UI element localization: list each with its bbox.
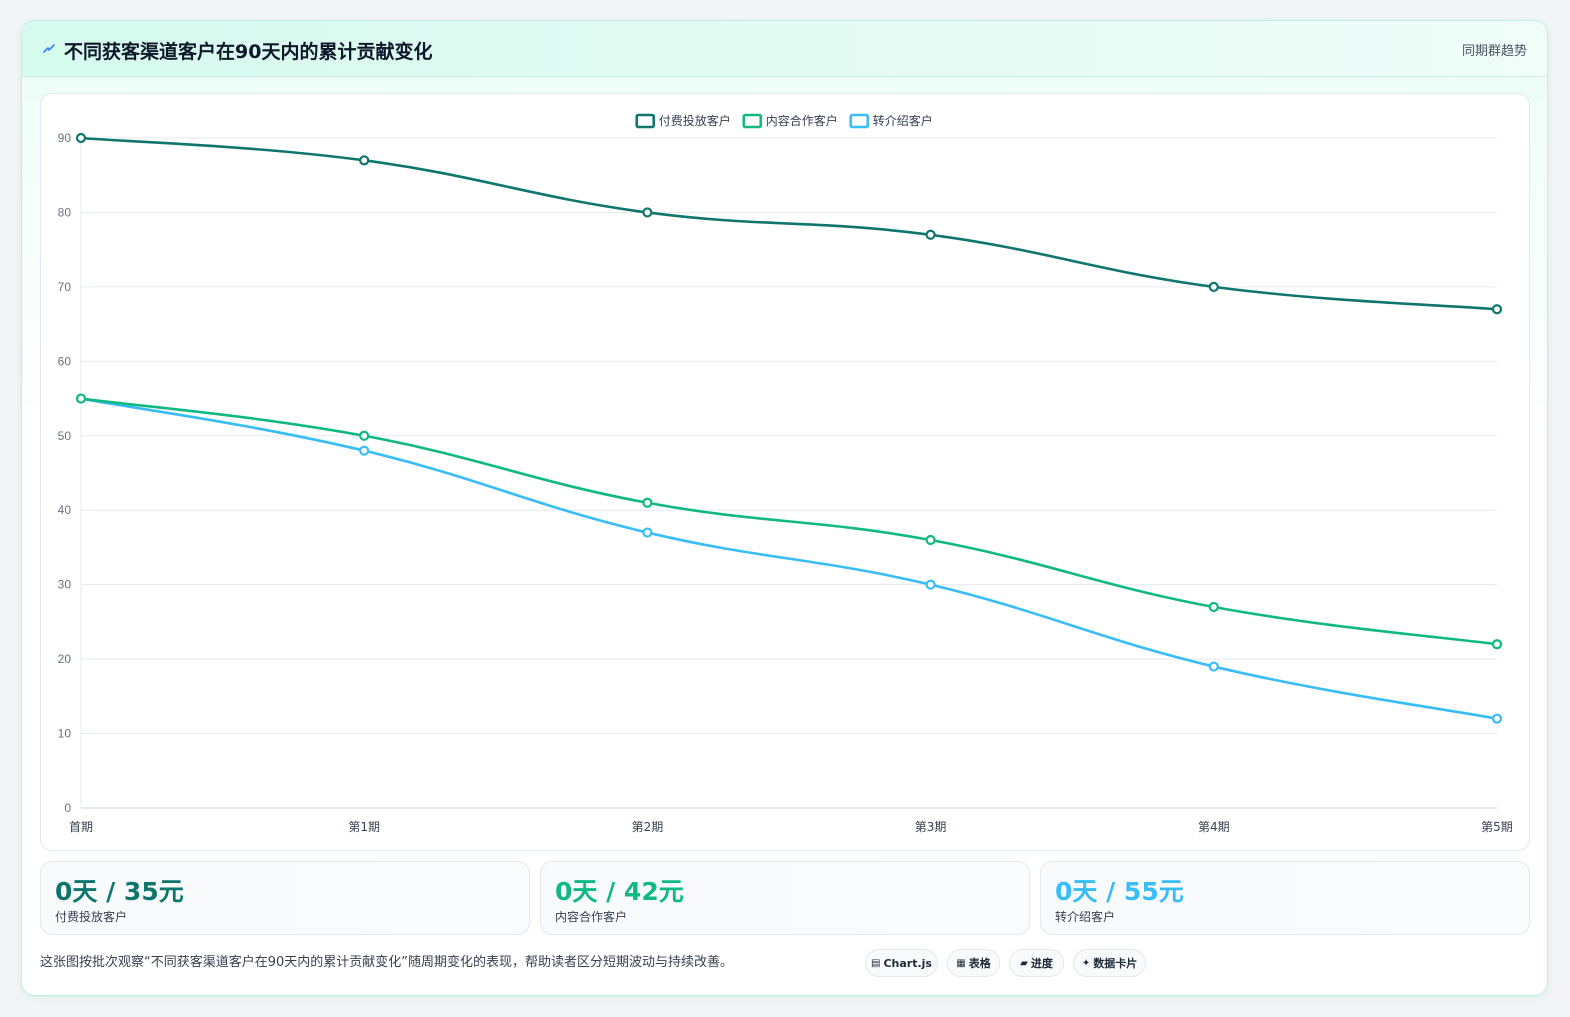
legend-label: 付费投放客户 <box>659 113 731 128</box>
y-tick-label: 50 <box>58 429 72 443</box>
y-tick-label: 0 <box>64 801 71 815</box>
data-point <box>925 534 936 546</box>
x-tick-label: 第1期 <box>348 820 380 834</box>
page-title: 不同获客渠道客户在90天内的累计贡献变化 <box>64 41 433 63</box>
panel-header: 不同获客渠道客户在90天内的累计贡献变化 同期群趋势 <box>22 21 1547 77</box>
x-tick-label: 首期 <box>69 820 93 834</box>
y-tick-label: 20 <box>58 652 72 666</box>
data-point <box>1491 639 1503 650</box>
line-chart: 0 10 20 30 40 50 60 70 80 90 首期 第1期 第2期 第3期 第4期 第5期 付费投放… <box>58 113 1513 834</box>
stat-card-referral: 0天 / 55元 转介绍客户 <box>1040 861 1530 935</box>
stat-value: 0天 / 35元 <box>55 877 184 906</box>
chart-icon: ▤ <box>871 957 881 969</box>
data-point <box>925 229 936 240</box>
y-tick-label: 40 <box>58 503 72 517</box>
series-line <box>79 397 1499 720</box>
pill-data-card[interactable]: ✦ 数据卡片 <box>1073 949 1146 977</box>
y-tick-label: 90 <box>58 131 72 145</box>
x-tick-label: 第2期 <box>632 820 664 834</box>
legend-label: 转介绍客户 <box>873 113 933 128</box>
legend-label: 内容合作客户 <box>766 113 838 128</box>
y-tick-label: 80 <box>58 205 72 219</box>
sparkle-icon: ✦ <box>1081 957 1091 969</box>
data-point <box>359 445 370 456</box>
y-tick-label: 30 <box>58 578 72 592</box>
legend-swatch <box>742 113 763 129</box>
series-line <box>79 397 1499 646</box>
stat-value: 0天 / 55元 <box>1055 877 1184 906</box>
stat-card-content: 0天 / 42元 内容合作客户 <box>540 861 1030 935</box>
bolt-icon <box>43 44 55 53</box>
data-point <box>359 155 370 166</box>
table-icon: ▦ <box>956 957 966 969</box>
data-point <box>1491 713 1503 724</box>
data-point <box>1208 601 1219 613</box>
x-tick-label: 第3期 <box>915 820 947 834</box>
stat-label: 内容合作客户 <box>555 910 628 924</box>
data-point <box>75 393 87 404</box>
data-point <box>359 430 370 441</box>
pill-label: Chart.js <box>883 956 932 970</box>
progress-icon: ▰ <box>1020 957 1028 969</box>
data-point <box>1491 304 1503 315</box>
trend-tag: 同期群趋势 <box>1461 44 1527 59</box>
pill-chartjs[interactable]: ▤ Chart.js <box>865 949 938 977</box>
chart-card: 0 10 20 30 40 50 60 70 80 90 首期 第1期 第2期 第3期 第4期 第5期 付费投放… <box>40 93 1530 851</box>
stat-label: 付费投放客户 <box>55 910 128 924</box>
footer-note: 这张图按批次观察“不同获客渠道客户在90天内的累计贡献变化”随周期变化的表现，帮… <box>40 955 734 970</box>
chart-panel: 不同获客渠道客户在90天内的累计贡献变化 同期群趋势 0 10 20 30 40 50 60… <box>21 20 1548 996</box>
pill-label: 表格 <box>968 957 991 970</box>
stat-card-paid: 0天 / 35元 付费投放客户 <box>40 861 530 935</box>
series-line <box>79 136 1499 311</box>
data-point <box>1208 281 1219 292</box>
x-tick-label: 第4期 <box>1198 820 1230 834</box>
y-tick-label: 60 <box>58 354 72 368</box>
y-tick-label: 70 <box>58 280 72 294</box>
pill-table[interactable]: ▦ 表格 <box>947 949 1000 977</box>
legend-swatch <box>849 113 870 129</box>
stat-value: 0天 / 42元 <box>555 877 684 906</box>
pill-label: 进度 <box>1030 957 1053 970</box>
data-point <box>642 527 653 538</box>
pill-label: 数据卡片 <box>1093 957 1138 970</box>
data-point <box>1208 661 1219 672</box>
data-point <box>75 132 87 144</box>
data-point <box>642 207 653 218</box>
y-tick-label: 10 <box>58 727 72 741</box>
pill-progress[interactable]: ▰ 进度 <box>1009 949 1064 977</box>
stat-label: 转介绍客户 <box>1055 910 1116 924</box>
x-tick-label: 第5期 <box>1481 820 1513 834</box>
data-point <box>925 579 936 590</box>
legend-swatch <box>635 113 656 129</box>
data-point <box>642 497 653 508</box>
